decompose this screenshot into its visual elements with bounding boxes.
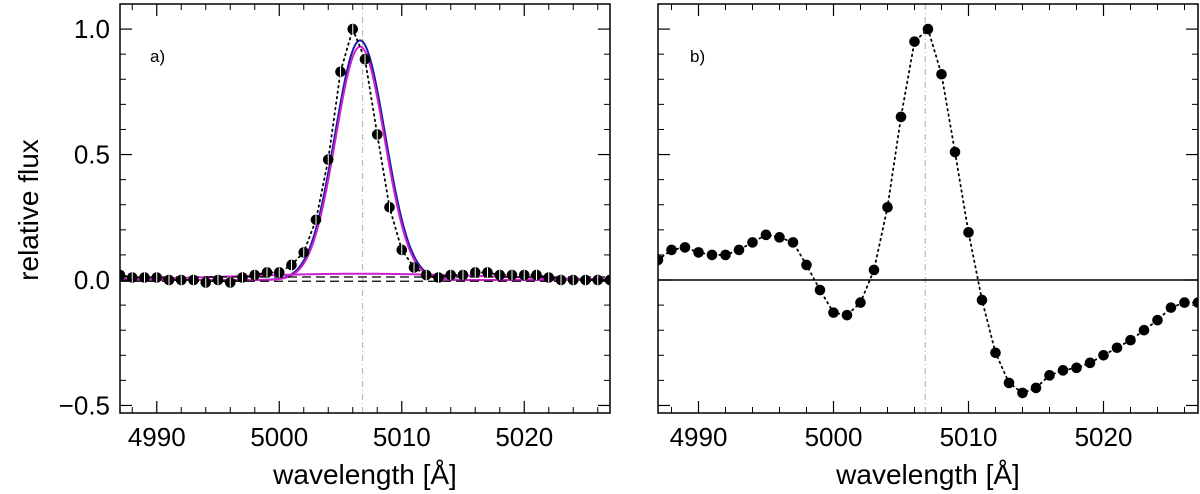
panel-b-data-point — [990, 347, 1001, 359]
panel-b-data-point — [760, 229, 772, 241]
panel-b-data-point — [909, 36, 920, 47]
panel-b-data-point — [814, 284, 826, 296]
panel-a-xtick-label: 5020 — [495, 422, 553, 452]
panel-b-xlabel: wavelength [Å] — [835, 459, 1020, 490]
panel-a-total-fit — [120, 39, 610, 282]
panel-b-data-point — [841, 309, 853, 321]
panel-a-ytick-label: 0.0 — [74, 265, 110, 295]
panel-b-data-point — [1179, 297, 1190, 308]
panel-b-data-point — [1044, 370, 1055, 381]
panel-b-data-point — [1125, 334, 1136, 346]
panel-a-ticks: 4990 5000 5010 5020 −0.5 0.0 0.5 1.0 — [59, 4, 610, 452]
panel-b-xtick-label: 5010 — [940, 422, 998, 452]
panel-b-data-point — [1003, 377, 1015, 389]
panel-a-data-point — [120, 269, 126, 281]
panel-a: 4990 5000 5010 5020 −0.5 0.0 0.5 1.0 a) wavelen… — [13, 3, 611, 490]
panel-a-ytick-label: 1.0 — [74, 14, 110, 44]
panel-b-data-point — [666, 244, 677, 256]
panel-b-data-point — [963, 227, 974, 238]
panel-a-ytick-label: 0.5 — [74, 140, 110, 170]
panel-b-data-point — [801, 259, 812, 271]
panel-b-data-line — [658, 27, 1198, 394]
panel-b-data-point — [855, 297, 866, 308]
panel-b-label: b) — [690, 47, 705, 66]
panel-b-data-point — [1192, 297, 1198, 308]
panel-b-data-point — [936, 68, 947, 80]
panel-b-data-point — [1057, 365, 1069, 376]
panel-b-data-point — [1152, 314, 1163, 326]
panel-b-data-point — [1111, 342, 1123, 354]
panel-b-data-point — [1084, 357, 1096, 369]
panel-b-ticks: 4990 5000 5010 5020 — [658, 4, 1198, 452]
panel-b-xtick-label: 4990 — [670, 422, 728, 452]
y-axis-label: relative flux — [13, 139, 44, 281]
panel-b-data-point — [658, 254, 664, 266]
panel-b-xtick-label: 5000 — [805, 422, 863, 452]
panel-b-data-point — [706, 249, 718, 261]
panel-b-data-point — [1017, 387, 1028, 399]
panel-b-data-point — [720, 249, 731, 261]
panel-b-data-point — [922, 23, 934, 35]
panel-b-points — [658, 23, 1198, 399]
panel-a-data-line — [120, 26, 610, 284]
panel-b-data-point — [747, 237, 758, 248]
panel-b: 4990 5000 5010 5020 b) wavelength [Å] — [657, 3, 1199, 490]
panel-a-curves — [120, 39, 610, 282]
panel-b-data-point — [1030, 382, 1042, 394]
panel-a-frame — [119, 3, 611, 414]
panel-b-data-point — [733, 244, 745, 256]
panel-a-xtick-label: 5000 — [250, 422, 308, 452]
panel-b-data-point — [1098, 349, 1109, 361]
panel-b-data-point — [1138, 324, 1150, 336]
panel-a-points — [120, 23, 610, 288]
panel-b-data-point — [679, 242, 691, 253]
panel-a-xlabel: wavelength [Å] — [272, 459, 457, 490]
panel-b-data-point — [1165, 302, 1177, 313]
panel-b-data-point — [868, 264, 880, 276]
panel-b-data-point — [949, 146, 961, 158]
panel-a-narrow-component — [120, 45, 610, 282]
panel-b-data-point — [774, 232, 785, 243]
panel-b-data-point — [976, 294, 988, 306]
panel-b-data-point — [895, 111, 907, 123]
panel-a-label: a) — [150, 47, 165, 66]
panel-b-data-point — [787, 237, 799, 248]
panel-a-xtick-label: 5010 — [373, 422, 431, 452]
panel-a-xtick-label: 4990 — [128, 422, 186, 452]
panel-b-data-point — [882, 201, 893, 213]
panel-a-ytick-label: −0.5 — [59, 390, 110, 420]
panel-b-data-point — [1071, 362, 1082, 374]
panel-b-xtick-label: 5020 — [1075, 422, 1133, 452]
panel-b-frame — [657, 3, 1199, 414]
panel-b-data-point — [693, 247, 704, 258]
panel-b-data-point — [828, 307, 839, 318]
